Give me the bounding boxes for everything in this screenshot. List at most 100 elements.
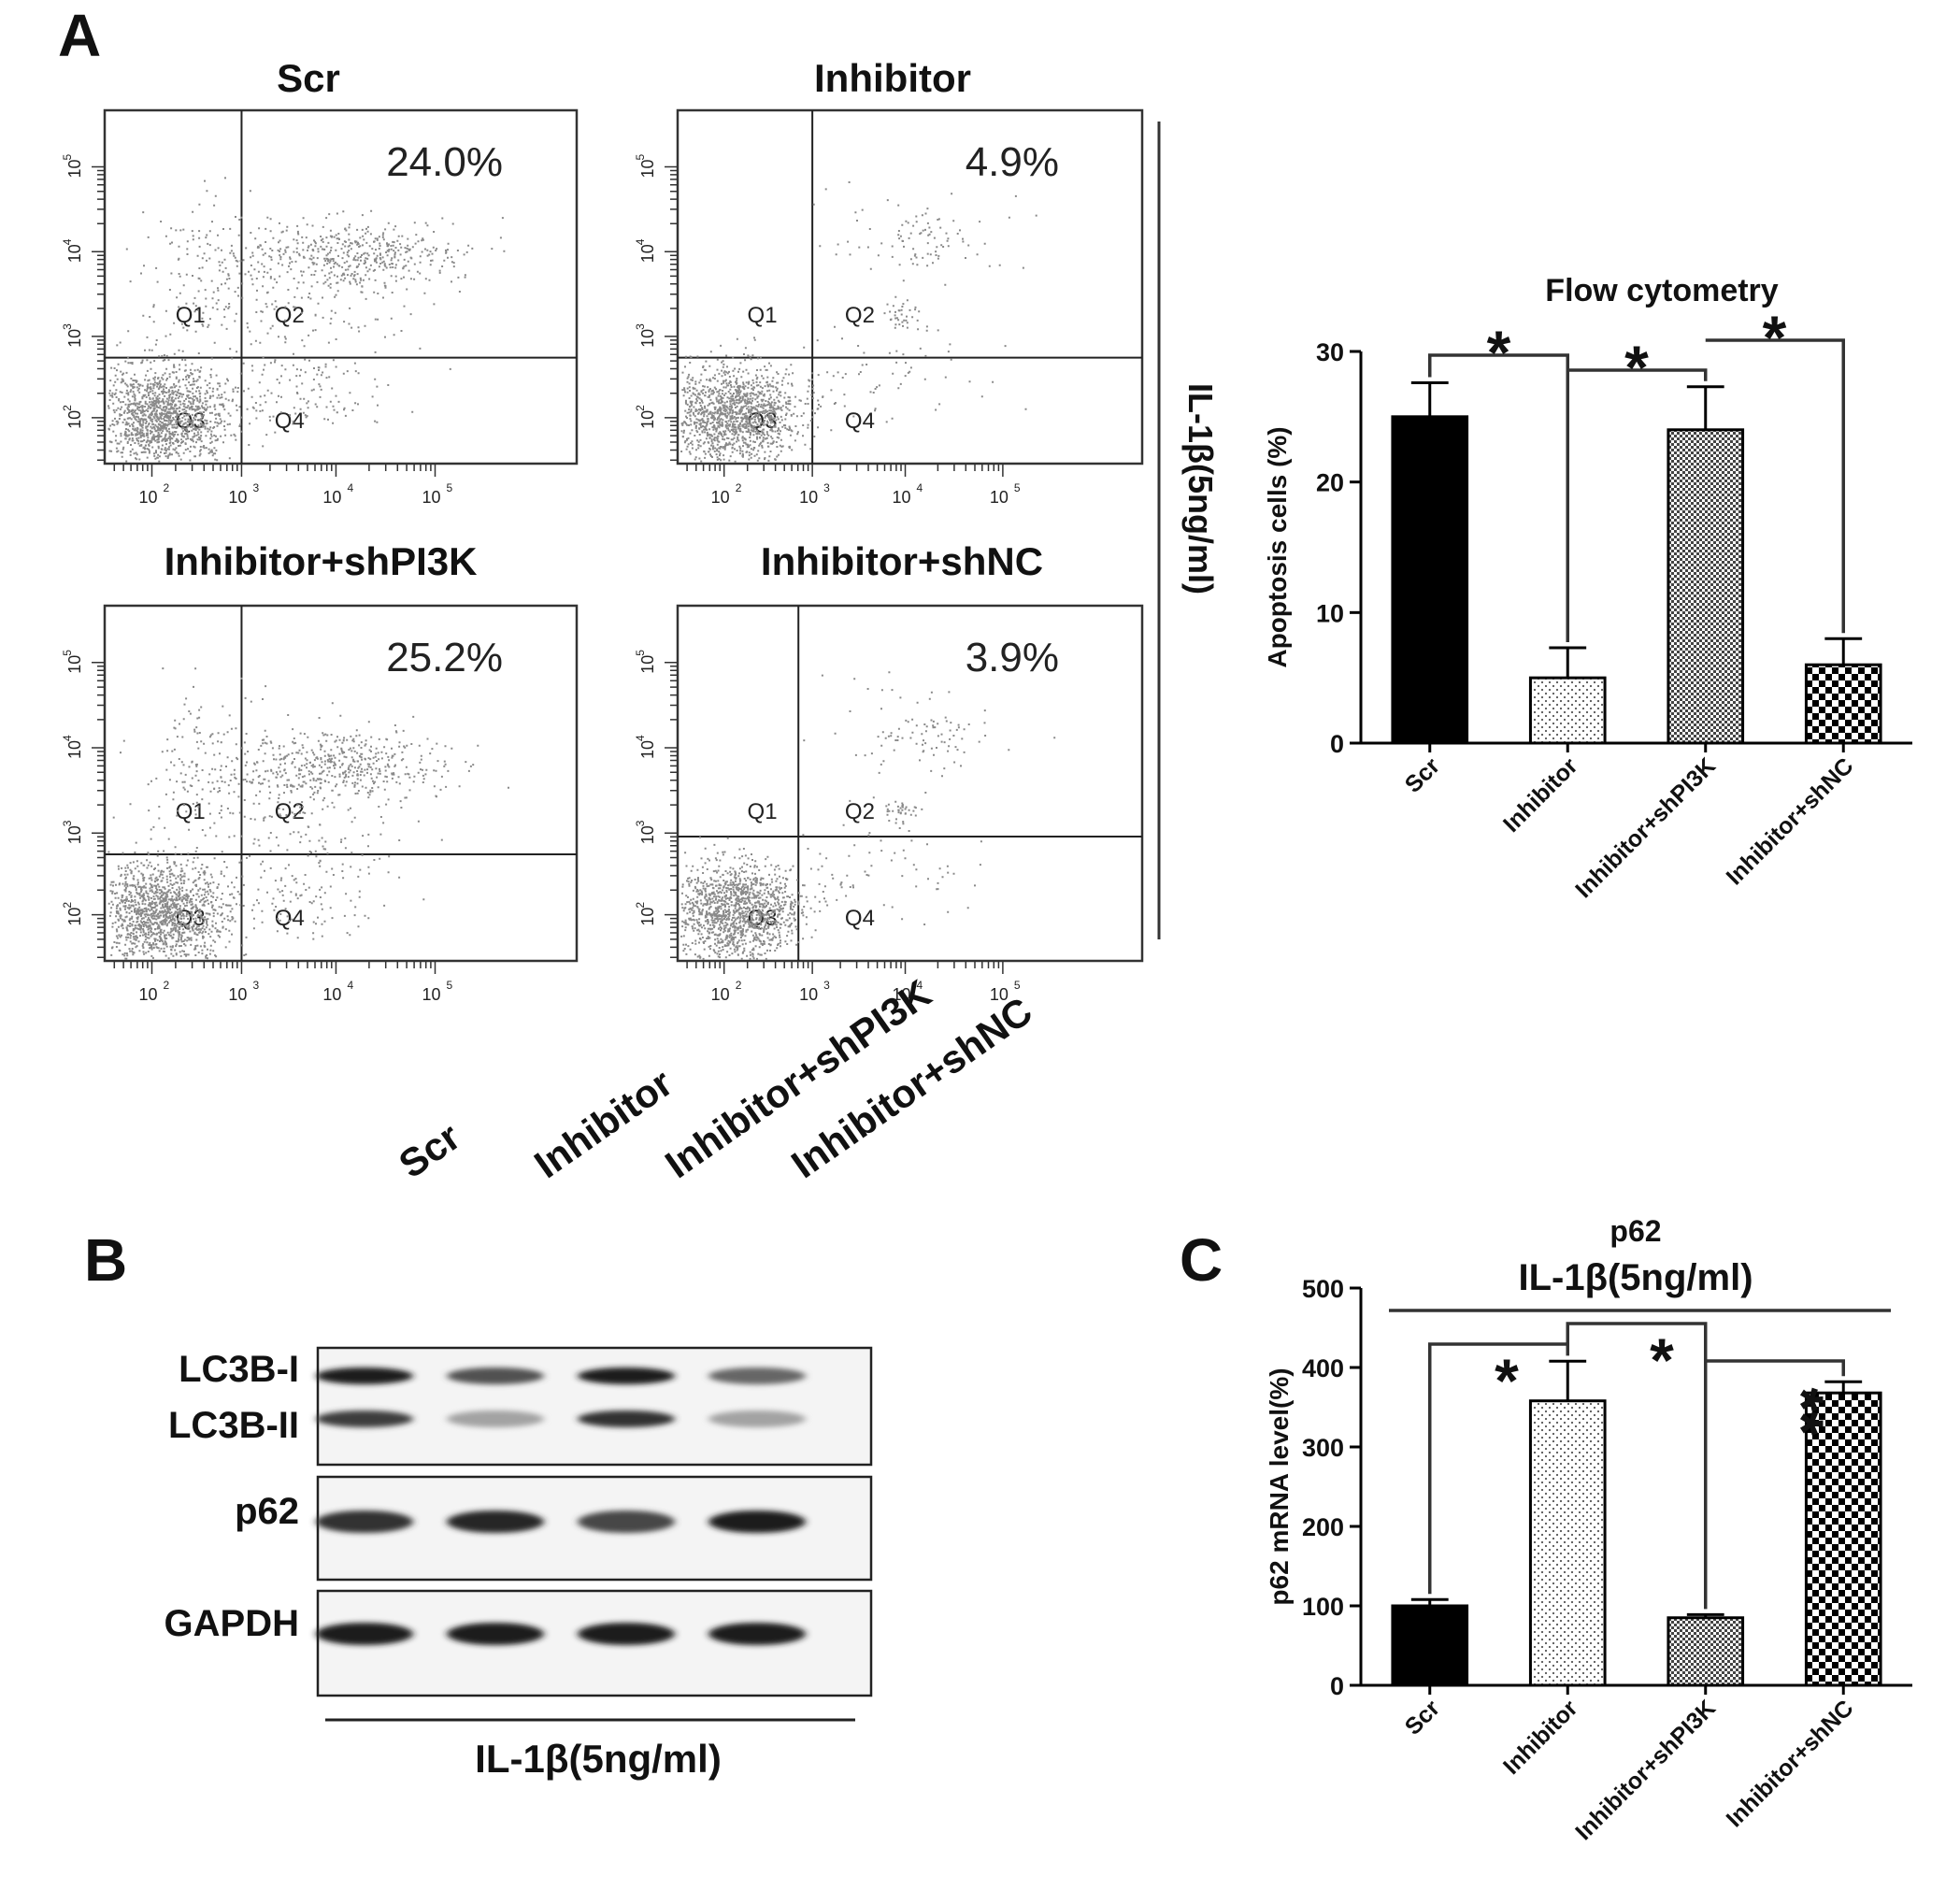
y-tick-label: 30 (1316, 338, 1344, 366)
y-tick-exponent: 3 (634, 323, 647, 330)
y-tick-label: 500 (1302, 1275, 1344, 1303)
y-tick-label: 0 (1330, 1672, 1344, 1700)
x-tick-label: 10 (990, 488, 1009, 507)
flow-plot-frame (103, 604, 579, 963)
x-tick-exponent: 5 (1014, 979, 1021, 992)
x-tick-exponent: 4 (347, 481, 353, 494)
significance-bracket (1705, 338, 1845, 634)
significance-double-star: ** (1767, 1387, 1837, 1436)
western-blot-panel: Scr InhibitorInhibitor+shPI3KInhibitor+sh… (165, 971, 1040, 1781)
significance-star: * (1650, 1325, 1674, 1395)
flow-plot-title: Scr (277, 56, 340, 100)
y-tick-exponent: 5 (634, 650, 647, 656)
protein-band (316, 1511, 413, 1533)
x-tick-label-group: Scr (1400, 752, 1445, 797)
x-tick-exponent: 2 (164, 979, 170, 992)
significance-bracket (1566, 1322, 1708, 1610)
panel-letter-c: C (1180, 1226, 1223, 1294)
x-tick-label: Inhibitor+shPI3K (1570, 1695, 1721, 1845)
quadrant-label-q4: Q4 (845, 408, 875, 434)
panel-letter-b: B (84, 1226, 127, 1294)
significance-star: * (1487, 318, 1511, 387)
x-tick-exponent: 3 (252, 481, 259, 494)
protein-band (447, 1410, 544, 1427)
flow-plot-title: Inhibitor+shPI3K (165, 539, 478, 583)
y-tick-label-group: 102 (634, 405, 657, 429)
flow-plot-frame (676, 604, 1144, 963)
lane-label: Inhibitor (526, 1061, 680, 1187)
quadrant-label-q2: Q2 (275, 799, 305, 824)
y-tick-label-group: 103 (634, 323, 657, 348)
flow-axis-ticks (92, 165, 436, 477)
protein-band (708, 1511, 806, 1533)
flow-plot-frame (103, 108, 579, 465)
chart-title: Flow cytometry (1545, 273, 1778, 308)
y-tick-label: 10 (1316, 599, 1344, 627)
y-tick-label-group: 105 (61, 650, 84, 674)
lane-label: Scr (391, 1114, 467, 1186)
blot-label: LC3B-II (168, 1405, 299, 1446)
protein-band (447, 1623, 544, 1645)
quadrant-label-q1: Q1 (748, 799, 778, 824)
x-tick-label: 10 (799, 488, 818, 507)
blot-3 (316, 1589, 873, 1697)
p62-mrna-bar-chart: 0 100 200 300 400 500 p62 mRNA level(%) p62 IL-1… (1265, 1214, 1912, 1845)
x-tick-label: Scr (1400, 1695, 1445, 1740)
significance-star: * (1624, 333, 1649, 402)
x-tick-label-group: Inhibitor+shNC (1722, 1695, 1859, 1832)
quadrant-label-q4: Q4 (845, 906, 875, 931)
y-tick-label: 100 (1302, 1593, 1344, 1621)
x-tick-label: Inhibitor+shNC (1722, 1695, 1859, 1832)
blot-1 (316, 1346, 873, 1467)
protein-band (708, 1367, 806, 1384)
quadrant-label-q1: Q1 (176, 799, 206, 824)
bar-inhibitor-shpi3k (1667, 1616, 1745, 1687)
y-tick-exponent: 5 (61, 153, 74, 160)
y-tick-label: 400 (1302, 1354, 1344, 1382)
flow-axis-ticks (92, 662, 436, 974)
y-tick-exponent: 2 (634, 902, 647, 909)
x-tick-label-group: Inhibitor (1498, 752, 1583, 838)
y-tick-exponent: 4 (634, 735, 647, 741)
blot-label: GAPDH (165, 1603, 299, 1644)
y-tick-exponent: 5 (61, 650, 74, 656)
protein-band (316, 1623, 413, 1645)
flow-axis-ticks (665, 165, 1004, 477)
y-tick-label-group: 105 (634, 153, 657, 178)
y-axis-label-group: Apoptosis cells (%) (1263, 426, 1292, 667)
x-tick-label: Scr (1400, 752, 1445, 797)
y-tick-label: 300 (1302, 1434, 1344, 1462)
y-tick-label-group: 102 (61, 405, 84, 429)
x-tick-exponent: 3 (252, 979, 259, 992)
panel-a-treatment-label: IL-1β(5ng/ml) (1181, 383, 1220, 594)
bar-inhibitor-shpi3k (1667, 428, 1745, 745)
flow-plot-title: Inhibitor (814, 56, 971, 100)
x-tick-label: 10 (322, 488, 341, 507)
lane-label-group: Inhibitor (526, 1061, 680, 1187)
protein-band (316, 1367, 413, 1384)
x-tick-exponent: 2 (736, 979, 742, 992)
protein-band (708, 1410, 806, 1427)
flow-axis-ticks (665, 662, 1004, 974)
blot-membrane (316, 1346, 873, 1467)
y-tick-exponent: 3 (634, 820, 647, 826)
protein-band (578, 1623, 675, 1645)
x-tick-exponent: 3 (823, 481, 830, 494)
blot-2 (316, 1475, 873, 1582)
x-tick-exponent: 5 (1014, 481, 1021, 494)
significance-bracket (1566, 355, 1708, 381)
protein-band (316, 1410, 413, 1427)
apoptosis-percent: 25.2% (386, 635, 503, 680)
y-tick-label: 10 (638, 244, 657, 263)
x-tick-label: 10 (422, 985, 440, 1004)
y-tick-label: 10 (65, 740, 84, 759)
x-tick-exponent: 3 (823, 979, 830, 992)
y-axis-label: Apoptosis cells (%) (1263, 426, 1292, 667)
x-tick-exponent: 2 (164, 481, 170, 494)
y-tick-exponent: 4 (634, 238, 647, 245)
chart-subtitle: IL-1β(5ng/ml) (1518, 1257, 1753, 1298)
x-tick-label: 10 (893, 985, 911, 1004)
panel-letter-a: A (58, 2, 101, 69)
